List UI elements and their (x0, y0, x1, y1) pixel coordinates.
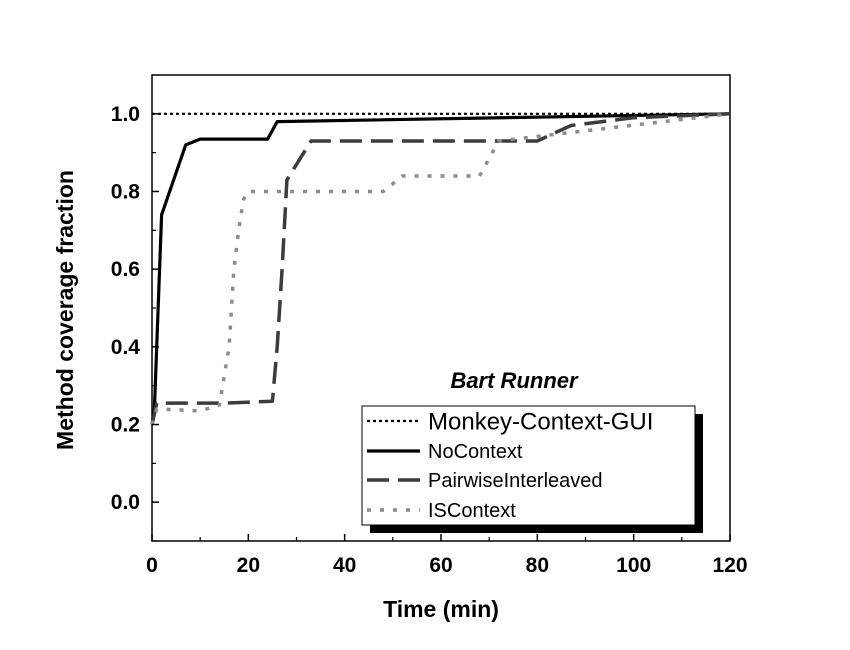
legend: Monkey-Context-GUI NoContext PairwiseInter… (361, 405, 703, 533)
series-line-3 (150, 112, 731, 425)
y-tick-label: 0.0 (111, 491, 140, 514)
y-tick-label: 1.0 (111, 103, 140, 126)
y-tick-label: 0.2 (111, 414, 140, 437)
axis-ticks: 0 20 40 60 80 100 120 0.0 0.2 0.4 0.6 0.8 1.0 (111, 103, 748, 577)
x-tick-label: 40 (333, 554, 356, 577)
legend-label-3: PairwiseInterleaved (428, 470, 603, 492)
x-tick-label: 0 (146, 554, 158, 577)
x-tick-label: 100 (616, 554, 651, 577)
series-line-2 (150, 112, 731, 425)
legend-label-4: ISContext (428, 500, 516, 522)
x-axis-title: Time (min) (383, 596, 499, 622)
series-line-4 (150, 112, 731, 426)
x-tick-label: 60 (429, 554, 452, 577)
y-tick-label: 0.6 (111, 258, 140, 281)
legend-label-1: Monkey-Context-GUI (428, 409, 653, 436)
chart-annotation: Bart Runner (450, 368, 579, 393)
x-tick-label: 20 (237, 554, 260, 577)
legend-box (361, 405, 696, 526)
legend-label-2: NoContext (428, 441, 523, 463)
y-tick-label: 0.4 (111, 336, 141, 359)
y-tick-label: 0.8 (111, 181, 141, 204)
y-axis-title: Method coverage fraction (52, 170, 78, 450)
x-tick-label: 120 (712, 554, 747, 577)
x-tick-label: 80 (526, 554, 549, 577)
